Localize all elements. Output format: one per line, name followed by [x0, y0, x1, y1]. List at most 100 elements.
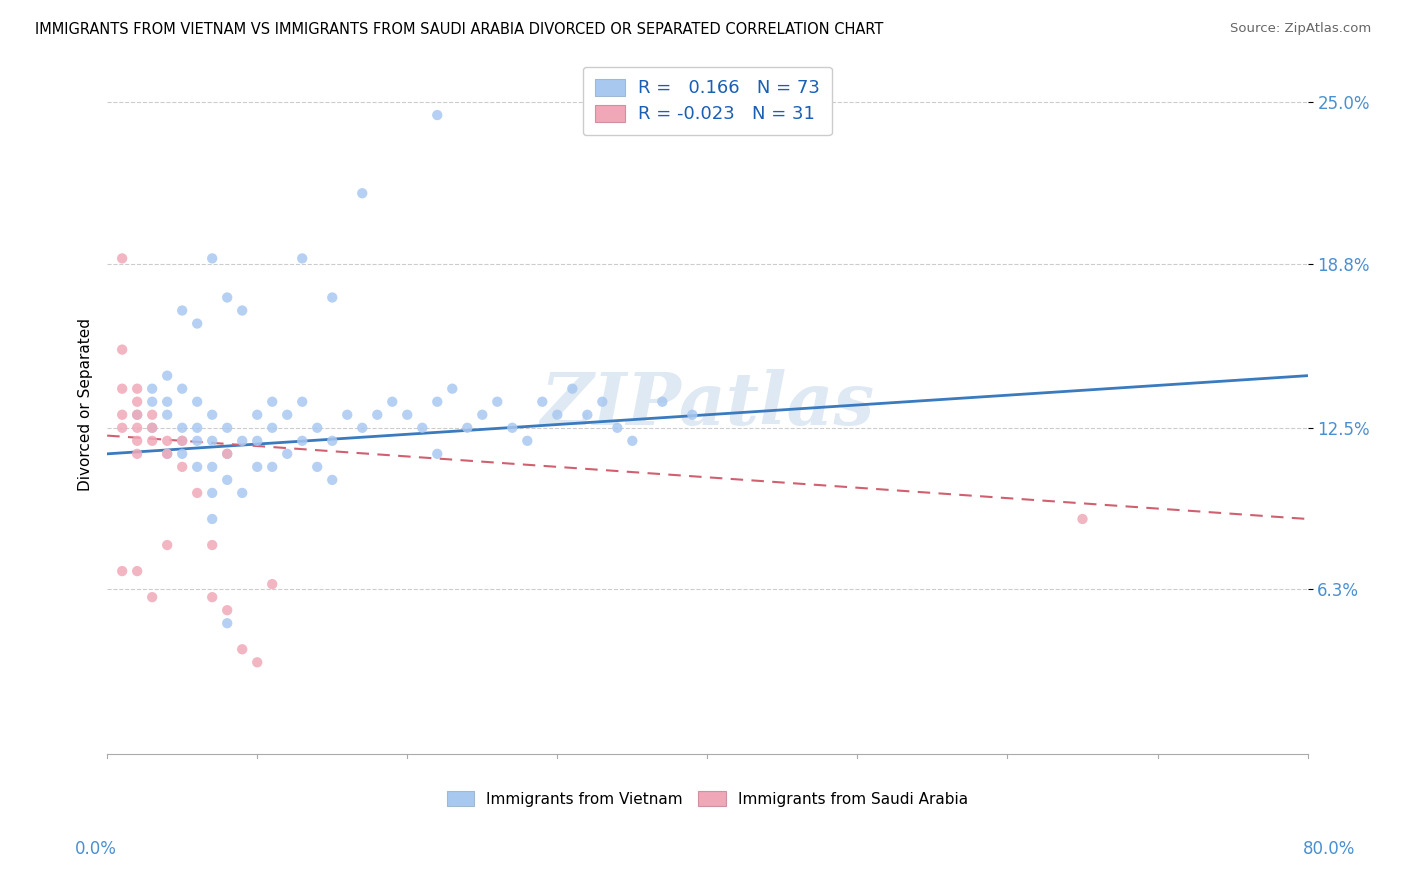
Point: [276, 408, 298, 422]
Point: [201, 486, 224, 500]
Point: [396, 408, 419, 422]
Point: [471, 408, 494, 422]
Point: [217, 603, 239, 617]
Point: [366, 408, 388, 422]
Point: [156, 394, 179, 409]
Point: [516, 434, 538, 448]
Point: [501, 421, 523, 435]
Point: [111, 252, 134, 266]
Point: [411, 421, 433, 435]
Point: [127, 564, 149, 578]
Point: [172, 434, 194, 448]
Point: [276, 447, 298, 461]
Point: [486, 394, 509, 409]
Text: Source: ZipAtlas.com: Source: ZipAtlas.com: [1230, 22, 1371, 36]
Point: [561, 382, 583, 396]
Point: [172, 447, 194, 461]
Point: [217, 447, 239, 461]
Point: [291, 434, 314, 448]
Point: [186, 434, 208, 448]
Point: [156, 368, 179, 383]
Point: [141, 590, 163, 604]
Point: [217, 421, 239, 435]
Point: [352, 186, 374, 201]
Point: [201, 512, 224, 526]
Point: [217, 447, 239, 461]
Point: [381, 394, 404, 409]
Text: 80.0%: 80.0%: [1302, 840, 1355, 858]
Point: [111, 564, 134, 578]
Point: [246, 408, 269, 422]
Point: [111, 408, 134, 422]
Point: [231, 303, 253, 318]
Point: [156, 538, 179, 552]
Point: [217, 291, 239, 305]
Point: [127, 408, 149, 422]
Point: [576, 408, 599, 422]
Point: [201, 590, 224, 604]
Point: [246, 655, 269, 669]
Point: [426, 394, 449, 409]
Point: [621, 434, 644, 448]
Point: [1071, 512, 1094, 526]
Point: [441, 382, 464, 396]
Point: [336, 408, 359, 422]
Point: [546, 408, 568, 422]
Point: [262, 394, 284, 409]
Point: [201, 459, 224, 474]
Point: [172, 421, 194, 435]
Point: [231, 642, 253, 657]
Point: [426, 108, 449, 122]
Point: [172, 382, 194, 396]
Point: [246, 434, 269, 448]
Point: [201, 408, 224, 422]
Point: [231, 486, 253, 500]
Text: 0.0%: 0.0%: [75, 840, 117, 858]
Text: ZIPatlas: ZIPatlas: [540, 368, 875, 440]
Point: [141, 408, 163, 422]
Point: [141, 394, 163, 409]
Point: [201, 434, 224, 448]
Point: [127, 434, 149, 448]
Point: [156, 408, 179, 422]
Point: [456, 421, 478, 435]
Point: [217, 616, 239, 631]
Point: [291, 394, 314, 409]
Point: [156, 447, 179, 461]
Point: [352, 421, 374, 435]
Point: [186, 486, 208, 500]
Point: [201, 538, 224, 552]
Point: [531, 394, 554, 409]
Point: [307, 459, 329, 474]
Point: [111, 421, 134, 435]
Point: [321, 473, 343, 487]
Point: [127, 447, 149, 461]
Point: [111, 343, 134, 357]
Point: [262, 577, 284, 591]
Point: [172, 434, 194, 448]
Point: [127, 408, 149, 422]
Point: [681, 408, 703, 422]
Point: [186, 421, 208, 435]
Point: [321, 434, 343, 448]
Point: [262, 459, 284, 474]
Point: [141, 421, 163, 435]
Point: [262, 421, 284, 435]
Text: IMMIGRANTS FROM VIETNAM VS IMMIGRANTS FROM SAUDI ARABIA DIVORCED OR SEPARATED CO: IMMIGRANTS FROM VIETNAM VS IMMIGRANTS FR…: [35, 22, 883, 37]
Point: [127, 394, 149, 409]
Point: [321, 291, 343, 305]
Point: [426, 447, 449, 461]
Point: [231, 434, 253, 448]
Point: [111, 382, 134, 396]
Point: [141, 382, 163, 396]
Point: [127, 382, 149, 396]
Point: [156, 434, 179, 448]
Point: [201, 252, 224, 266]
Point: [591, 394, 613, 409]
Point: [246, 459, 269, 474]
Point: [186, 317, 208, 331]
Point: [127, 421, 149, 435]
Point: [217, 473, 239, 487]
Point: [291, 252, 314, 266]
Point: [186, 459, 208, 474]
